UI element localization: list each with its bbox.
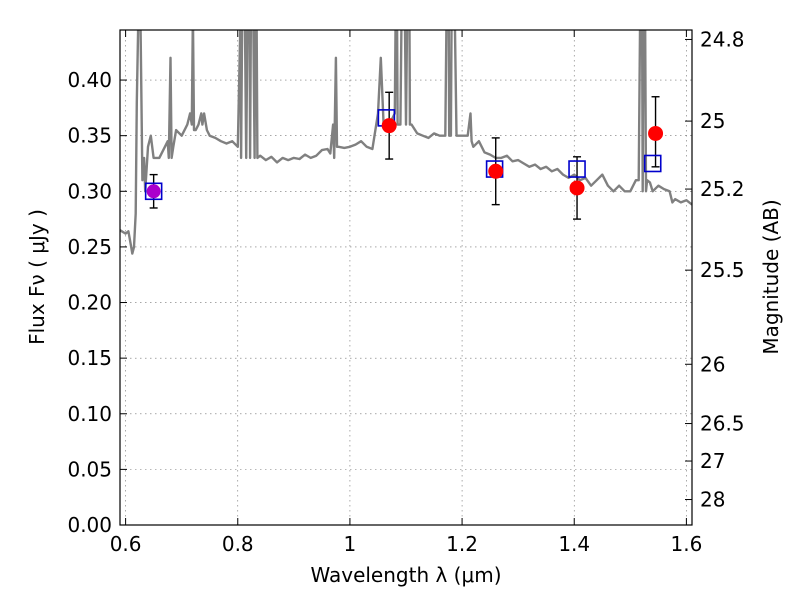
model-square [568,160,586,178]
y2-tick-label: 28 [700,488,725,512]
observed-point [381,118,397,134]
axis-tick-labels: 0.6 0.8 1 1.2 1.4 1.6 0.00 0.05 0.10 0.15 0.20 0.25… [67,27,744,556]
x-tick-label: 1.6 [670,532,702,556]
model-square [144,182,163,201]
x-tick-label: 0.6 [110,532,142,556]
y2-axis-title: Magnitude (AB) [759,199,783,354]
x-axis-title: Wavelength λ (μm) [310,563,501,587]
plot-frame [119,29,693,526]
y-axis-title: Flux Fν ( μJy ) [25,209,49,345]
photometry-layer [144,91,664,220]
y-tick-label: 0.35 [67,124,112,148]
y2-tick-label: 27 [700,449,725,473]
y2-tick-label: 26.5 [700,412,745,436]
observed-point [488,163,504,179]
y2-tick-label: 26 [700,352,725,376]
spectrum-layer [120,30,692,255]
axis-ticks [120,30,692,526]
model-square [643,154,662,173]
observed-point [569,180,585,196]
x-tick-label: 0.8 [222,532,254,556]
y2-tick-label: 25.5 [700,258,745,282]
y-tick-label: 0.30 [67,179,112,203]
y-tick-label: 0.00 [67,513,112,537]
y2-tick-label: 24.8 [700,27,745,51]
x-tick-label: 1.2 [446,532,478,556]
observed-point [648,125,664,141]
spectrum-line [120,30,692,255]
y-tick-label: 0.25 [67,235,112,259]
y-tick-label: 0.05 [67,457,112,481]
y-tick-label: 0.15 [67,346,112,370]
y-tick-label: 0.20 [67,291,112,315]
x-tick-label: 1.4 [558,532,590,556]
y-tick-label: 0.40 [67,68,112,92]
x-tick-label: 1 [344,532,357,556]
y2-tick-label: 25 [700,109,725,133]
y2-tick-label: 25.2 [700,177,745,201]
y-tick-label: 0.10 [67,402,112,426]
overlap-point [146,184,161,199]
